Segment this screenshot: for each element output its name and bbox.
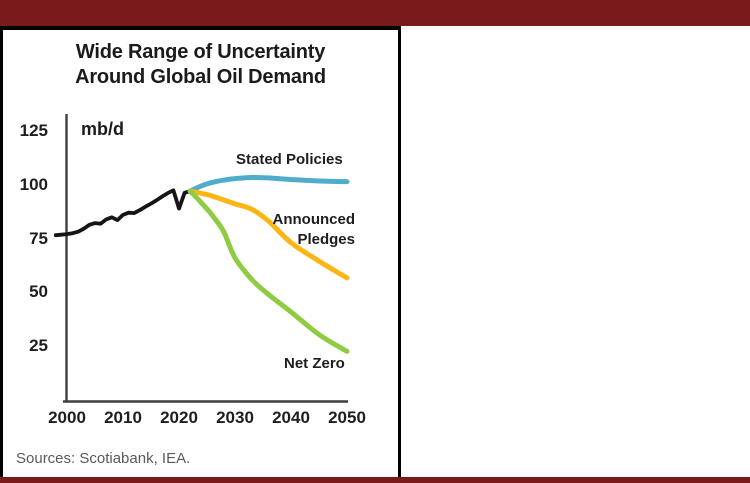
chart-title: Wide Range of Uncertainty Around Global …	[0, 40, 401, 90]
chart-title-line1: Wide Range of Uncertainty	[75, 41, 326, 63]
xtick-2020: 2020	[160, 408, 198, 427]
bottom-accent-bar	[0, 477, 750, 483]
xtick-2040: 2040	[272, 408, 310, 427]
net-zero-label: Net Zero	[284, 355, 345, 372]
xtick-2030: 2030	[216, 408, 254, 427]
source-note: Sources: Scotiabank, IEA.	[16, 450, 191, 467]
chart-title-line2: Around Global Oil Demand	[75, 66, 326, 88]
top-accent-bar	[0, 0, 750, 26]
ytick-50: 50	[29, 282, 48, 301]
ytick-25: 25	[29, 336, 48, 355]
y-axis-unit-label: mb/d	[81, 119, 124, 139]
ytick-125: 125	[19, 121, 48, 140]
xtick-2000: 2000	[48, 408, 86, 427]
announced-pledges-label-line1: Announced	[272, 211, 356, 228]
ytick-75: 75	[29, 229, 48, 248]
stated-policies-label: Stated Policies	[236, 151, 343, 168]
announced-pledges-label-line2: Pledges	[297, 231, 355, 248]
xtick-2050: 2050	[328, 408, 366, 427]
ytick-100: 100	[19, 175, 48, 194]
announced-pledges-label: Announced Pledges	[245, 210, 356, 250]
xtick-2010: 2010	[104, 408, 142, 427]
